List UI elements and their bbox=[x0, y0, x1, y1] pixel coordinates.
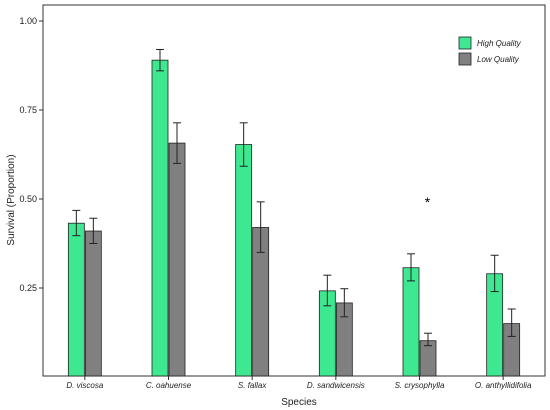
axes: 0.25 0.50 0.75 1.00 D. viscosa C. oahuense S. … bbox=[19, 16, 531, 390]
x-tick-label: S. fallax bbox=[238, 381, 267, 390]
y-tick-label: 0.50 bbox=[19, 194, 37, 204]
y-axis-title: Survival (Proportion) bbox=[6, 154, 17, 245]
legend-label: High Quality bbox=[477, 39, 522, 48]
bar-high-quality bbox=[402, 267, 420, 377]
x-tick-label: D. sandwicensis bbox=[307, 381, 365, 390]
plot-border bbox=[42, 4, 546, 377]
x-tick-label: S. crysophylla bbox=[395, 381, 445, 390]
legend-swatch bbox=[458, 52, 472, 66]
annotations: * bbox=[425, 194, 431, 210]
bar-low-quality bbox=[84, 230, 102, 377]
legend-swatch bbox=[458, 36, 472, 50]
legend: High Quality Low Quality bbox=[458, 36, 522, 66]
bar-high-quality bbox=[235, 144, 253, 377]
x-tick-label: O. anthyllidifolia bbox=[475, 381, 532, 390]
y-tick-label: 0.75 bbox=[19, 105, 37, 115]
plot-area bbox=[42, 4, 546, 377]
bar-high-quality bbox=[151, 59, 169, 377]
y-tick-label: 1.00 bbox=[19, 16, 37, 26]
x-axis-title: Species bbox=[281, 397, 317, 408]
x-tick-label: C. oahuense bbox=[146, 381, 192, 390]
bar-low-quality bbox=[168, 142, 186, 377]
bar-high-quality bbox=[67, 222, 85, 377]
legend-label: Low Quality bbox=[477, 55, 520, 64]
error-bars bbox=[72, 48, 516, 347]
significance-marker: * bbox=[425, 194, 431, 210]
x-tick-label: D. viscosa bbox=[66, 381, 103, 390]
bars bbox=[67, 59, 521, 377]
y-tick-label: 0.25 bbox=[19, 283, 37, 293]
